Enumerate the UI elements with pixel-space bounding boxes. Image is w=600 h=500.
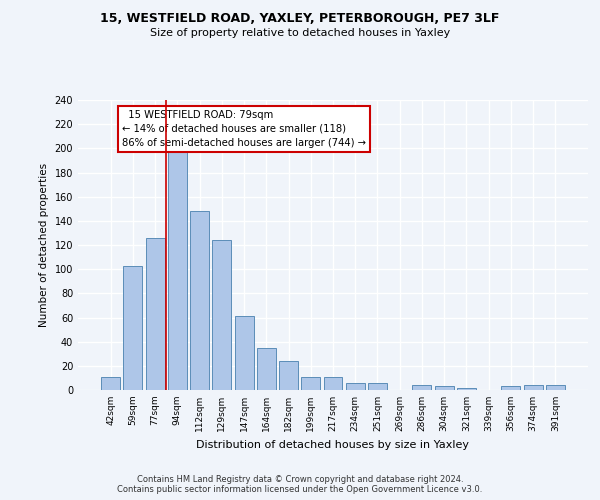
Text: Contains HM Land Registry data © Crown copyright and database right 2024.
Contai: Contains HM Land Registry data © Crown c… [118,474,482,494]
Bar [301,376,320,390]
Bar [457,388,476,390]
Bar [412,385,431,390]
Bar [279,361,298,390]
Bar [101,376,120,390]
X-axis label: Distribution of detached houses by size in Yaxley: Distribution of detached houses by size … [197,440,470,450]
Bar [346,383,365,390]
Bar [124,266,142,390]
Text: 15 WESTFIELD ROAD: 79sqm  
← 14% of detached houses are smaller (118)
86% of sem: 15 WESTFIELD ROAD: 79sqm ← 14% of detach… [122,110,366,148]
Bar [235,316,254,390]
Bar [502,386,520,390]
Text: Size of property relative to detached houses in Yaxley: Size of property relative to detached ho… [150,28,450,38]
Bar [212,240,231,390]
Y-axis label: Number of detached properties: Number of detached properties [39,163,49,327]
Bar [257,348,276,390]
Bar [435,386,454,390]
Bar [168,152,187,390]
Bar [524,385,542,390]
Bar [190,211,209,390]
Bar [146,238,164,390]
Text: 15, WESTFIELD ROAD, YAXLEY, PETERBOROUGH, PE7 3LF: 15, WESTFIELD ROAD, YAXLEY, PETERBOROUGH… [100,12,500,26]
Bar [546,385,565,390]
Bar [323,376,343,390]
Bar [368,383,387,390]
